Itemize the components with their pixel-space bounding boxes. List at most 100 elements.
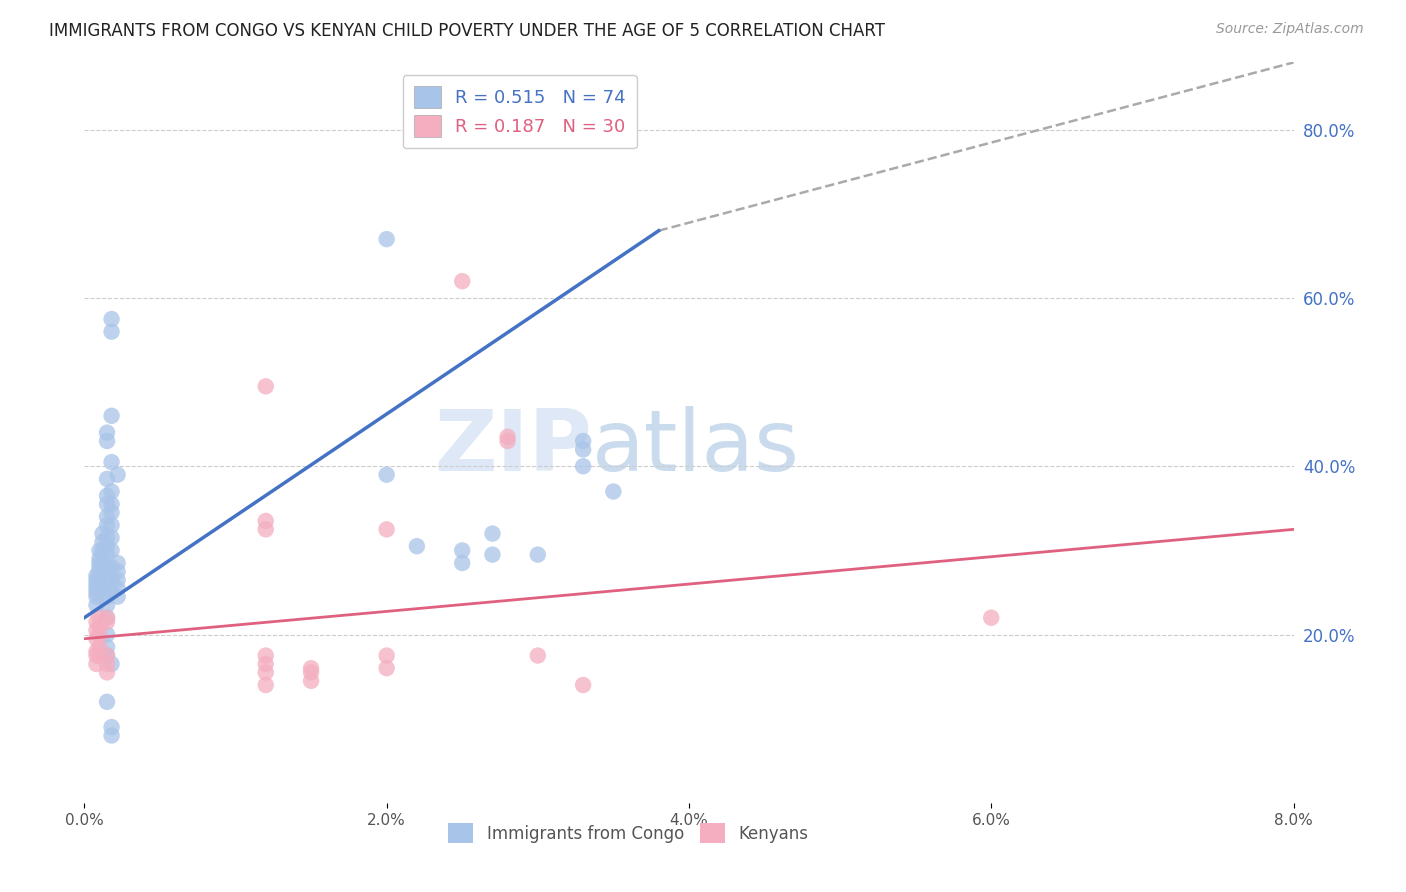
Text: ZIP: ZIP [434, 406, 592, 489]
Point [572, 678, 595, 692]
Point [86, 624, 108, 638]
Point [496, 434, 519, 448]
Point [375, 232, 398, 246]
Text: atlas: atlas [592, 406, 800, 489]
Point [91, 556, 114, 570]
Point [375, 522, 398, 536]
Point [96, 615, 118, 629]
Point [86, 585, 108, 599]
Point [572, 442, 595, 457]
Point [100, 657, 122, 671]
Point [100, 455, 122, 469]
Point [451, 556, 474, 570]
Point [100, 573, 122, 587]
Point [100, 497, 122, 511]
Point [375, 648, 398, 663]
Point [91, 526, 114, 541]
Point [89, 543, 111, 558]
Point [602, 484, 624, 499]
Point [100, 560, 122, 574]
Point [96, 665, 118, 680]
Point [96, 497, 118, 511]
Legend: Immigrants from Congo, Kenyans: Immigrants from Congo, Kenyans [441, 816, 815, 850]
Point [96, 657, 118, 671]
Point [375, 661, 398, 675]
Point [254, 522, 277, 536]
Point [96, 610, 118, 624]
Point [89, 556, 111, 570]
Point [91, 565, 114, 579]
Point [100, 325, 122, 339]
Point [86, 598, 108, 612]
Point [96, 472, 118, 486]
Point [96, 434, 118, 448]
Point [572, 434, 595, 448]
Point [96, 560, 118, 574]
Point [107, 590, 129, 604]
Point [107, 467, 129, 482]
Point [96, 518, 118, 533]
Point [527, 648, 550, 663]
Point [254, 379, 277, 393]
Point [496, 430, 519, 444]
Point [100, 312, 122, 326]
Point [572, 459, 595, 474]
Point [527, 548, 550, 562]
Point [107, 573, 129, 587]
Point [96, 627, 118, 641]
Point [91, 543, 114, 558]
Point [89, 610, 111, 624]
Point [406, 539, 429, 553]
Point [89, 648, 111, 663]
Point [91, 560, 114, 574]
Point [100, 585, 122, 599]
Point [451, 543, 474, 558]
Point [89, 565, 111, 579]
Point [96, 531, 118, 545]
Point [96, 695, 118, 709]
Point [254, 514, 277, 528]
Point [89, 560, 111, 574]
Point [299, 665, 322, 680]
Point [100, 720, 122, 734]
Point [100, 729, 122, 743]
Point [96, 425, 118, 440]
Point [96, 509, 118, 524]
Point [100, 531, 122, 545]
Point [107, 565, 129, 579]
Point [254, 648, 277, 663]
Point [96, 610, 118, 624]
Point [254, 657, 277, 671]
Point [96, 598, 118, 612]
Text: IMMIGRANTS FROM CONGO VS KENYAN CHILD POVERTY UNDER THE AGE OF 5 CORRELATION CHA: IMMIGRANTS FROM CONGO VS KENYAN CHILD PO… [49, 22, 886, 40]
Point [86, 632, 108, 646]
Point [86, 581, 108, 595]
Point [96, 489, 118, 503]
Point [96, 573, 118, 587]
Point [100, 484, 122, 499]
Point [86, 568, 108, 582]
Point [89, 551, 111, 566]
Point [100, 543, 122, 558]
Point [96, 548, 118, 562]
Point [100, 409, 122, 423]
Point [96, 648, 118, 663]
Point [89, 568, 111, 582]
Point [375, 467, 398, 482]
Point [100, 506, 122, 520]
Point [980, 610, 1002, 624]
Point [254, 665, 277, 680]
Point [107, 556, 129, 570]
Point [299, 661, 322, 675]
Point [96, 539, 118, 553]
Point [86, 615, 108, 629]
Point [107, 581, 129, 595]
Point [451, 274, 474, 288]
Point [299, 673, 322, 688]
Point [100, 518, 122, 533]
Point [96, 640, 118, 655]
Point [96, 648, 118, 663]
Point [481, 548, 503, 562]
Point [86, 644, 108, 658]
Point [91, 535, 114, 549]
